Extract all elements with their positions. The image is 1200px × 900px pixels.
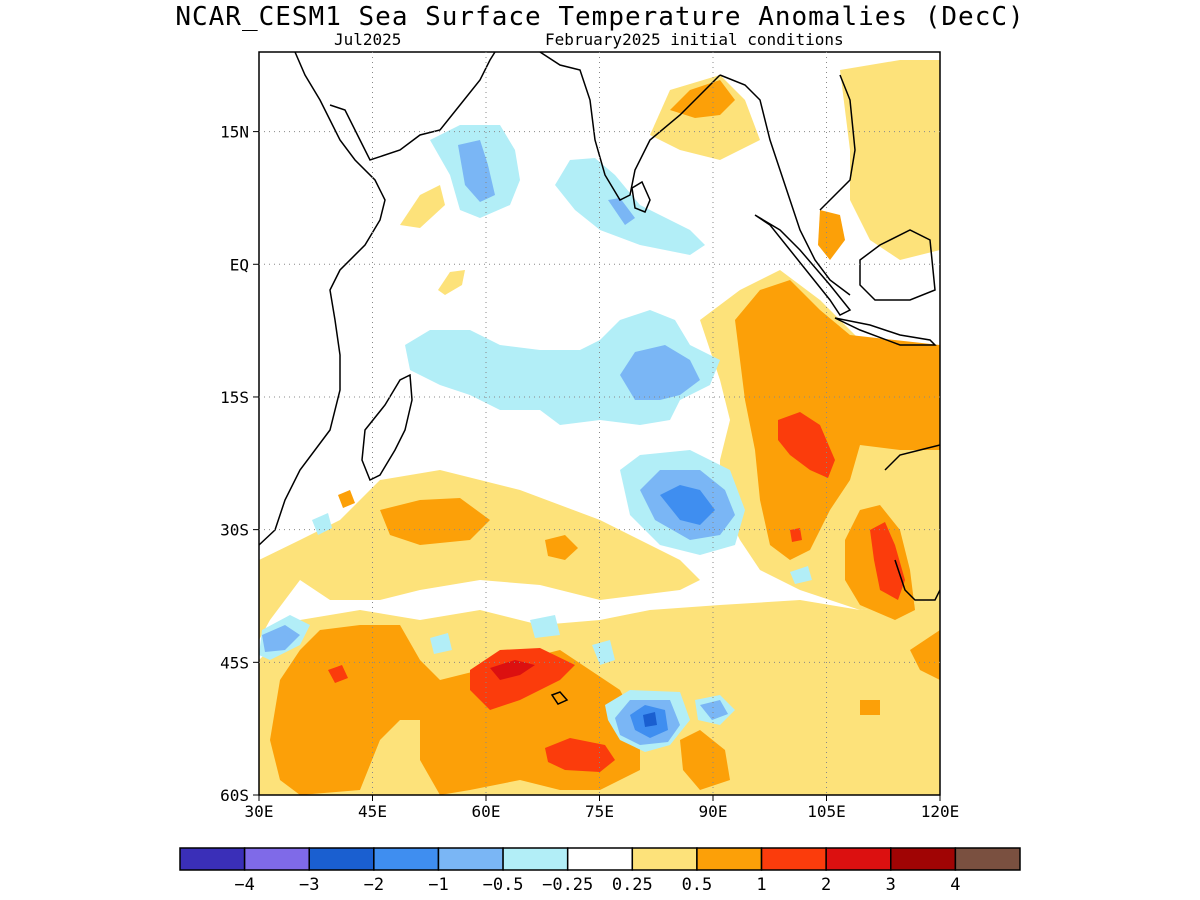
coast-sumatra <box>754 214 852 316</box>
anomaly-dkblue-south <box>643 712 657 727</box>
anomaly-blue-south-central <box>660 485 715 525</box>
anomaly-cyan-south3 <box>592 640 615 665</box>
anomaly-yellow-arabia <box>400 185 445 228</box>
anomaly-ltblue-south2 <box>700 700 728 720</box>
anomaly-cyan-west-india <box>555 158 705 255</box>
anomaly-field <box>259 52 940 795</box>
anomaly-orange-scs <box>818 210 845 260</box>
anomaly-red-south <box>470 648 575 710</box>
anomaly-orange-south-mid <box>680 730 730 790</box>
coastlines <box>259 52 940 705</box>
colorbar-label: 2 <box>821 875 831 895</box>
colorbar-label: −4 <box>234 875 254 895</box>
coast-sri-lanka <box>631 180 651 213</box>
colorbar-swatch <box>308 847 375 871</box>
colorbar-swatch <box>890 847 957 871</box>
x-tick-label: 105E <box>807 802 846 821</box>
colorbar: −4 −3 −2 −1 −0.5 −0.25 0.25 0.5 1 2 3 4 <box>179 847 1021 895</box>
coast-india <box>539 52 721 201</box>
anomaly-orange-small2 <box>338 490 355 508</box>
anomaly-ltblue-west <box>262 625 300 652</box>
x-axis: 30E 45E 60E 75E 90E 105E 120E <box>245 795 960 821</box>
coast-borneo <box>859 229 936 301</box>
colorbar-swatch <box>373 847 440 871</box>
colorbar-label: 4 <box>950 875 960 895</box>
anomaly-yellow-scs <box>840 60 940 260</box>
anomaly-orange-mid <box>380 498 490 545</box>
colorbar-label: 0.25 <box>612 875 653 895</box>
grid-lines <box>259 52 940 795</box>
anomaly-yellow-south <box>259 470 700 640</box>
colorbar-swatch <box>631 847 698 871</box>
forecast-month: Jul2025 <box>334 30 402 49</box>
coast-bengal-burma <box>719 74 851 296</box>
anomaly-red-w-aus <box>870 522 905 600</box>
colorbar-swatch <box>179 847 246 871</box>
colorbar-label: 1 <box>756 875 766 895</box>
coast-arabia <box>329 52 496 161</box>
x-tick-label: 120E <box>921 802 960 821</box>
anomaly-cyan-south6 <box>790 566 812 584</box>
colorbar-label: −0.25 <box>542 875 593 895</box>
colorbar-swatch <box>760 847 827 871</box>
colorbar-swatch <box>825 847 892 871</box>
anomaly-cyan-small1 <box>312 513 332 535</box>
y-tick-label: 15N <box>220 123 249 142</box>
colorbar-label: −1 <box>428 875 448 895</box>
map-title: NCAR_CESM1 Sea Surface Temperature Anoma… <box>175 2 1025 32</box>
x-tick-label: 90E <box>699 802 728 821</box>
colorbar-label: 3 <box>886 875 896 895</box>
colorbar-label: −2 <box>364 875 384 895</box>
colorbar-label: −3 <box>299 875 319 895</box>
colorbar-swatch <box>437 847 504 871</box>
x-tick-label: 60E <box>472 802 501 821</box>
anomaly-ltblue-wc <box>608 198 635 225</box>
coast-madagascar <box>361 373 413 482</box>
anomaly-ltblue-arabian <box>458 140 495 202</box>
anomaly-yellow-bengal <box>650 75 760 160</box>
anomaly-orange-se <box>910 630 940 680</box>
y-tick-label: 60S <box>220 786 249 805</box>
colorbar-swatch <box>502 847 569 871</box>
anomaly-ltblue-central <box>620 345 700 400</box>
anomaly-red-small <box>328 665 348 683</box>
coast-africa-arabia <box>259 52 386 546</box>
y-tick-label: 15S <box>220 388 249 407</box>
coast-australia <box>884 444 940 601</box>
x-tick-label: 30E <box>245 802 274 821</box>
y-tick-label: 45S <box>220 653 249 672</box>
colorbar-swatch <box>243 847 310 871</box>
colorbar-swatch <box>954 847 1021 871</box>
colorbar-label: −0.5 <box>483 875 524 895</box>
anomaly-red-small2 <box>790 528 802 542</box>
coast-kerguelen <box>550 691 569 705</box>
anomaly-orange-se2 <box>860 700 880 715</box>
initial-conditions-label: February2025 initial conditions <box>545 30 844 49</box>
colorbar-swatch <box>696 847 763 871</box>
anomaly-cyan-south5 <box>430 633 452 654</box>
y-tick-label: 30S <box>220 521 249 540</box>
coast-indochina <box>819 74 856 211</box>
y-axis: 15N EQ 15S 30S 45S 60S <box>220 123 259 805</box>
colorbar-label: 0.5 <box>682 875 713 895</box>
x-tick-label: 75E <box>585 802 614 821</box>
y-tick-label: EQ <box>230 255 249 274</box>
coast-java <box>834 317 937 346</box>
colorbar-swatch <box>566 847 634 871</box>
anomaly-dkred-south <box>490 660 535 680</box>
anomaly-red-east <box>778 412 835 478</box>
anomaly-red-south2 <box>545 738 615 772</box>
x-tick-label: 45E <box>358 802 387 821</box>
anomaly-orange-small <box>545 535 578 560</box>
anomaly-orange-east <box>735 280 940 560</box>
anomaly-cyan-south4 <box>530 615 560 638</box>
anomaly-yellow-eq <box>438 270 465 295</box>
